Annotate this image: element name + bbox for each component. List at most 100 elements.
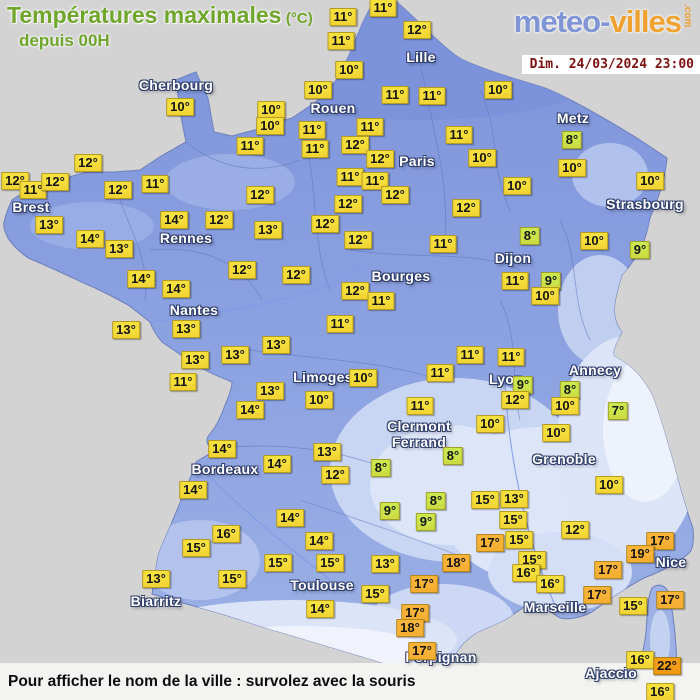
temperature-label[interactable]: 13°	[112, 321, 140, 339]
temperature-label[interactable]: 10°	[580, 232, 608, 250]
temperature-label[interactable]: 12°	[246, 186, 274, 204]
temperature-label[interactable]: 15°	[499, 511, 527, 529]
temperature-label[interactable]: 10°	[335, 61, 363, 79]
temperature-label[interactable]: 10°	[636, 172, 664, 190]
temperature-label[interactable]: 11°	[429, 235, 457, 253]
temperature-label[interactable]: 12°	[381, 186, 409, 204]
temperature-label[interactable]: 8°	[442, 447, 464, 465]
temperature-label[interactable]: 12°	[228, 261, 256, 279]
city-label-grenoble[interactable]: Grenoble	[532, 450, 596, 467]
temperature-label[interactable]: 11°	[369, 0, 397, 17]
temperature-label[interactable]: 10°	[349, 369, 377, 387]
temperature-label[interactable]: 10°	[551, 397, 579, 415]
temperature-label[interactable]: 12°	[282, 266, 310, 284]
temperature-label[interactable]: 9°	[379, 502, 401, 520]
city-label-bordeaux[interactable]: Bordeaux	[191, 460, 259, 477]
temperature-label[interactable]: 11°	[497, 348, 525, 366]
temperature-label[interactable]: 15°	[182, 539, 210, 557]
temperature-label[interactable]: 12°	[321, 466, 349, 484]
temperature-label[interactable]: 13°	[262, 336, 290, 354]
temperature-label[interactable]: 10°	[166, 98, 194, 116]
city-label-marseille[interactable]: Marseille	[523, 598, 587, 615]
temperature-label[interactable]: 15°	[619, 597, 647, 615]
city-label-toulouse[interactable]: Toulouse	[290, 576, 354, 593]
temperature-label[interactable]: 19°	[626, 545, 654, 563]
meteo-villes-logo[interactable]: meteo-villes.com	[514, 4, 693, 40]
temperature-label[interactable]: 14°	[276, 509, 304, 527]
temperature-label[interactable]: 12°	[104, 181, 132, 199]
temperature-label[interactable]: 14°	[127, 270, 155, 288]
temperature-label[interactable]: 11°	[361, 172, 389, 190]
temperature-label[interactable]: 17°	[594, 561, 622, 579]
temperature-label[interactable]: 16°	[626, 651, 654, 669]
temperature-label[interactable]: 14°	[306, 600, 334, 618]
temperature-label[interactable]: 12°	[41, 173, 69, 191]
temperature-label[interactable]: 10°	[542, 424, 570, 442]
temperature-label[interactable]: 10°	[595, 476, 623, 494]
temperature-label[interactable]: 13°	[35, 216, 63, 234]
city-label-clermont-ferrand[interactable]: Clermont Ferrand	[387, 417, 451, 450]
city-label-lille[interactable]: Lille	[406, 48, 436, 65]
temperature-label[interactable]: 14°	[208, 440, 236, 458]
temperature-label[interactable]: 12°	[74, 154, 102, 172]
temperature-label[interactable]: 7°	[607, 402, 629, 420]
temperature-label[interactable]: 11°	[456, 346, 484, 364]
temperature-label[interactable]: 10°	[304, 81, 332, 99]
temperature-label[interactable]: 14°	[76, 230, 104, 248]
temperature-label[interactable]: 18°	[442, 554, 470, 572]
temperature-label[interactable]: 10°	[256, 117, 284, 135]
temperature-label[interactable]: 10°	[476, 415, 504, 433]
city-label-ajaccio[interactable]: Ajaccio	[585, 664, 637, 681]
temperature-label[interactable]: 8°	[370, 459, 392, 477]
temperature-label[interactable]: 16°	[212, 525, 240, 543]
city-label-bourges[interactable]: Bourges	[371, 267, 431, 284]
temperature-label[interactable]: 12°	[205, 211, 233, 229]
temperature-label[interactable]: 12°	[366, 150, 394, 168]
city-label-nice[interactable]: Nice	[655, 553, 687, 570]
temperature-label[interactable]: 16°	[536, 575, 564, 593]
city-label-cherbourg[interactable]: Cherbourg	[138, 76, 214, 93]
temperature-label[interactable]: 13°	[500, 490, 528, 508]
temperature-label[interactable]: 10°	[468, 149, 496, 167]
temperature-label[interactable]: 9°	[415, 513, 437, 531]
temperature-label[interactable]: 15°	[218, 570, 246, 588]
temperature-label[interactable]: 11°	[418, 87, 446, 105]
temperature-label[interactable]: 14°	[162, 280, 190, 298]
temperature-label[interactable]: 11°	[336, 168, 364, 186]
temperature-label[interactable]: 14°	[179, 481, 207, 499]
temperature-label[interactable]: 11°	[141, 175, 169, 193]
temperature-label[interactable]: 11°	[367, 292, 395, 310]
temperature-label[interactable]: 14°	[236, 401, 264, 419]
temperature-label[interactable]: 13°	[256, 382, 284, 400]
temperature-label[interactable]: 11°	[381, 86, 409, 104]
temperature-label[interactable]: 14°	[263, 455, 291, 473]
city-label-rennes[interactable]: Rennes	[159, 229, 213, 246]
temperature-label[interactable]: 9°	[629, 241, 651, 259]
temperature-label[interactable]: 11°	[406, 397, 434, 415]
temperature-label[interactable]: 13°	[142, 570, 170, 588]
temperature-label[interactable]: 13°	[221, 346, 249, 364]
city-label-limoges[interactable]: Limoges	[293, 368, 353, 385]
temperature-label[interactable]: 17°	[408, 642, 436, 660]
temperature-label[interactable]: 13°	[181, 351, 209, 369]
temperature-label[interactable]: 12°	[501, 391, 529, 409]
temperature-label[interactable]: 12°	[334, 195, 362, 213]
temperature-label[interactable]: 12°	[452, 199, 480, 217]
city-label-dijon[interactable]: Dijon	[494, 249, 532, 266]
temperature-label[interactable]: 14°	[160, 211, 188, 229]
temperature-label[interactable]: 17°	[476, 534, 504, 552]
city-label-paris[interactable]: Paris	[399, 152, 435, 169]
temperature-label[interactable]: 16°	[646, 683, 674, 700]
temperature-label[interactable]: 14°	[305, 532, 333, 550]
temperature-label[interactable]: 11°	[356, 118, 384, 136]
temperature-label[interactable]: 12°	[341, 136, 369, 154]
city-label-metz[interactable]: Metz	[556, 109, 590, 126]
temperature-label[interactable]: 11°	[329, 8, 357, 26]
temperature-label[interactable]: 8°	[519, 227, 541, 245]
temperature-label[interactable]: 15°	[264, 554, 292, 572]
temperature-label[interactable]: 17°	[656, 591, 684, 609]
temperature-label[interactable]: 12°	[403, 21, 431, 39]
temperature-label[interactable]: 11°	[445, 126, 473, 144]
city-label-biarritz[interactable]: Biarritz	[130, 592, 182, 609]
city-label-rouen[interactable]: Rouen	[310, 99, 356, 116]
